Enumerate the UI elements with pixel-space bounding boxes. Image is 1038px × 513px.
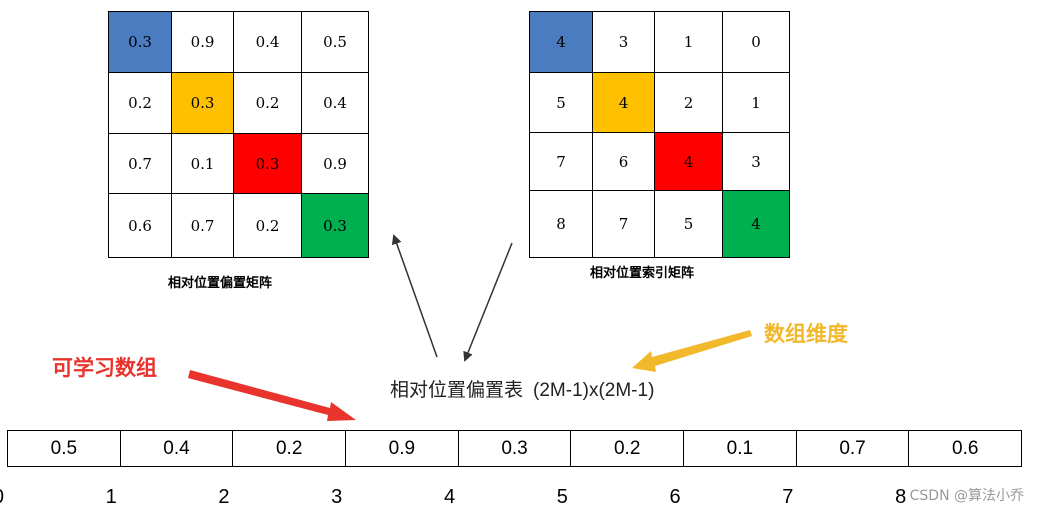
matrix-cell: 2 [655,73,723,133]
matrix-cell: 7 [530,133,593,191]
bias-table-index: 7 [782,486,794,508]
bias-matrix-caption: 相对位置偏置矩阵 [168,276,273,291]
matrix-cell: 0.2 [109,73,172,134]
bias-table-title: 相对位置偏置表 (2M-1)x(2M-1) [390,375,654,402]
bias-table-cell: 0.9 [346,431,459,466]
bias-table-index: 3 [331,486,343,508]
bias-table-indices: 0 1 2 3 4 5 6 7 8 [0,486,1022,509]
bias-table-cell: 0.5 [8,431,121,466]
matrix-cell: 0.3 [234,134,302,194]
matrix-cell: 0.7 [109,134,172,194]
arrow-array-dimension-orange [632,330,752,372]
matrix-cell: 4 [593,73,655,133]
watermark: CSDN @算法小乔 [909,488,1024,504]
bias-table-index: 5 [556,486,568,508]
arrow-learnable-array-red [188,370,356,421]
matrix-cell: 4 [530,12,593,73]
matrix-cell: 0.2 [234,73,302,134]
matrix-cell: 7 [593,191,655,258]
bias-table-cell: 0.4 [121,431,234,466]
matrix-cell: 5 [655,191,723,258]
bias-table-index: 1 [105,486,117,508]
matrix-cell: 0.3 [172,73,234,134]
matrix-cell: 0.3 [302,194,369,258]
matrix-cell: 0.5 [302,12,369,73]
array-dimension-label: 数组维度 [764,322,848,346]
bias-table-dims: (2M-1)x(2M-1) [533,380,655,401]
matrix-cell: 6 [593,133,655,191]
bias-table-index: 6 [669,486,681,508]
bias-table-title-text: 相对位置偏置表 [390,379,524,401]
matrix-cell: 1 [655,12,723,73]
bias-table-index: 4 [443,486,456,508]
matrix-cell: 0.3 [109,12,172,73]
matrix-cell: 3 [723,133,790,191]
matrix-cell: 0.4 [302,73,369,134]
matrix-cell: 3 [593,12,655,73]
bias-table-cell: 0.7 [797,431,910,466]
bias-table-cell: 0.1 [684,431,797,466]
matrix-cell: 0.9 [302,134,369,194]
bias-table-cell: 0.2 [233,431,347,466]
arrow-index-matrix-to-table [463,242,513,362]
matrix-cell: 0 [723,12,790,73]
matrix-cell: 0.4 [234,12,302,73]
bias-table-cell: 0.3 [459,431,572,466]
learnable-array-label: 可学习数组 [52,356,157,380]
bias-table-index: 2 [218,486,230,508]
matrix-cell: 0.9 [172,12,234,73]
bias-table-array: 0.5 0.4 0.2 0.9 0.3 0.2 0.1 0.7 0.6 [7,430,1022,467]
relative-position-bias-matrix: 0.3 0.9 0.4 0.5 0.2 0.3 0.2 0.4 0.7 0.1 0.3 0.9 0.6 0… [108,11,369,258]
arrow-table-to-bias-matrix [391,234,438,358]
matrix-cell: 0.1 [172,134,234,194]
bias-table-index: 8 [895,486,907,508]
matrix-cell: 0.6 [109,194,172,258]
bias-table-cell: 0.2 [571,431,685,466]
matrix-cell: 5 [530,73,593,133]
matrix-cell: 0.7 [172,194,234,258]
matrix-cell: 0.2 [234,194,302,258]
bias-table-cell: 0.6 [952,437,979,459]
matrix-cell: 1 [723,73,790,133]
matrix-cell: 4 [723,191,790,258]
matrix-cell: 4 [655,133,723,191]
matrix-cell: 8 [530,191,593,258]
index-matrix-caption: 相对位置索引矩阵 [590,266,695,281]
bias-table-index: 0 [0,486,55,509]
